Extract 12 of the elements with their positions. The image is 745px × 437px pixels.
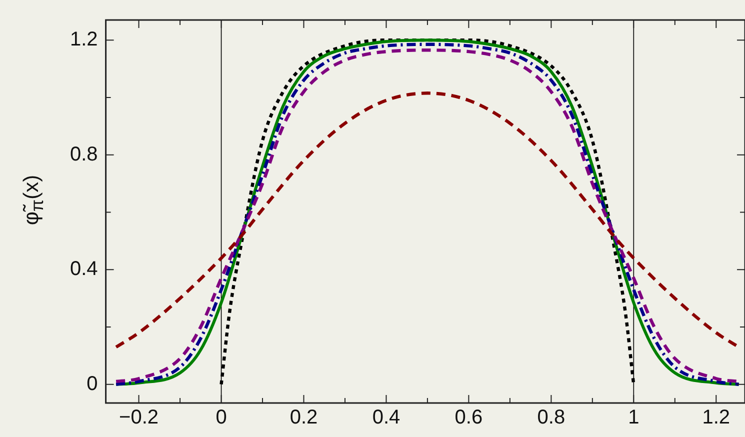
x-tick-label: 0 xyxy=(216,406,227,429)
x-tick-label: 0.4 xyxy=(372,406,400,429)
y-tick-label: 0 xyxy=(86,372,98,395)
x-tick-label: −0.2 xyxy=(119,406,159,429)
y-tick-label: 0.4 xyxy=(70,258,98,280)
x-tick-label: 0.2 xyxy=(290,406,318,429)
x-tick-label: 0.8 xyxy=(537,406,566,429)
x-tick-label: 1.2 xyxy=(702,406,730,429)
x-tick-label: 0.6 xyxy=(454,406,483,429)
x-tick-label: 1 xyxy=(628,406,640,429)
y-tick-label: 1.2 xyxy=(70,28,98,51)
y-tick-label: 0.8 xyxy=(70,143,98,166)
